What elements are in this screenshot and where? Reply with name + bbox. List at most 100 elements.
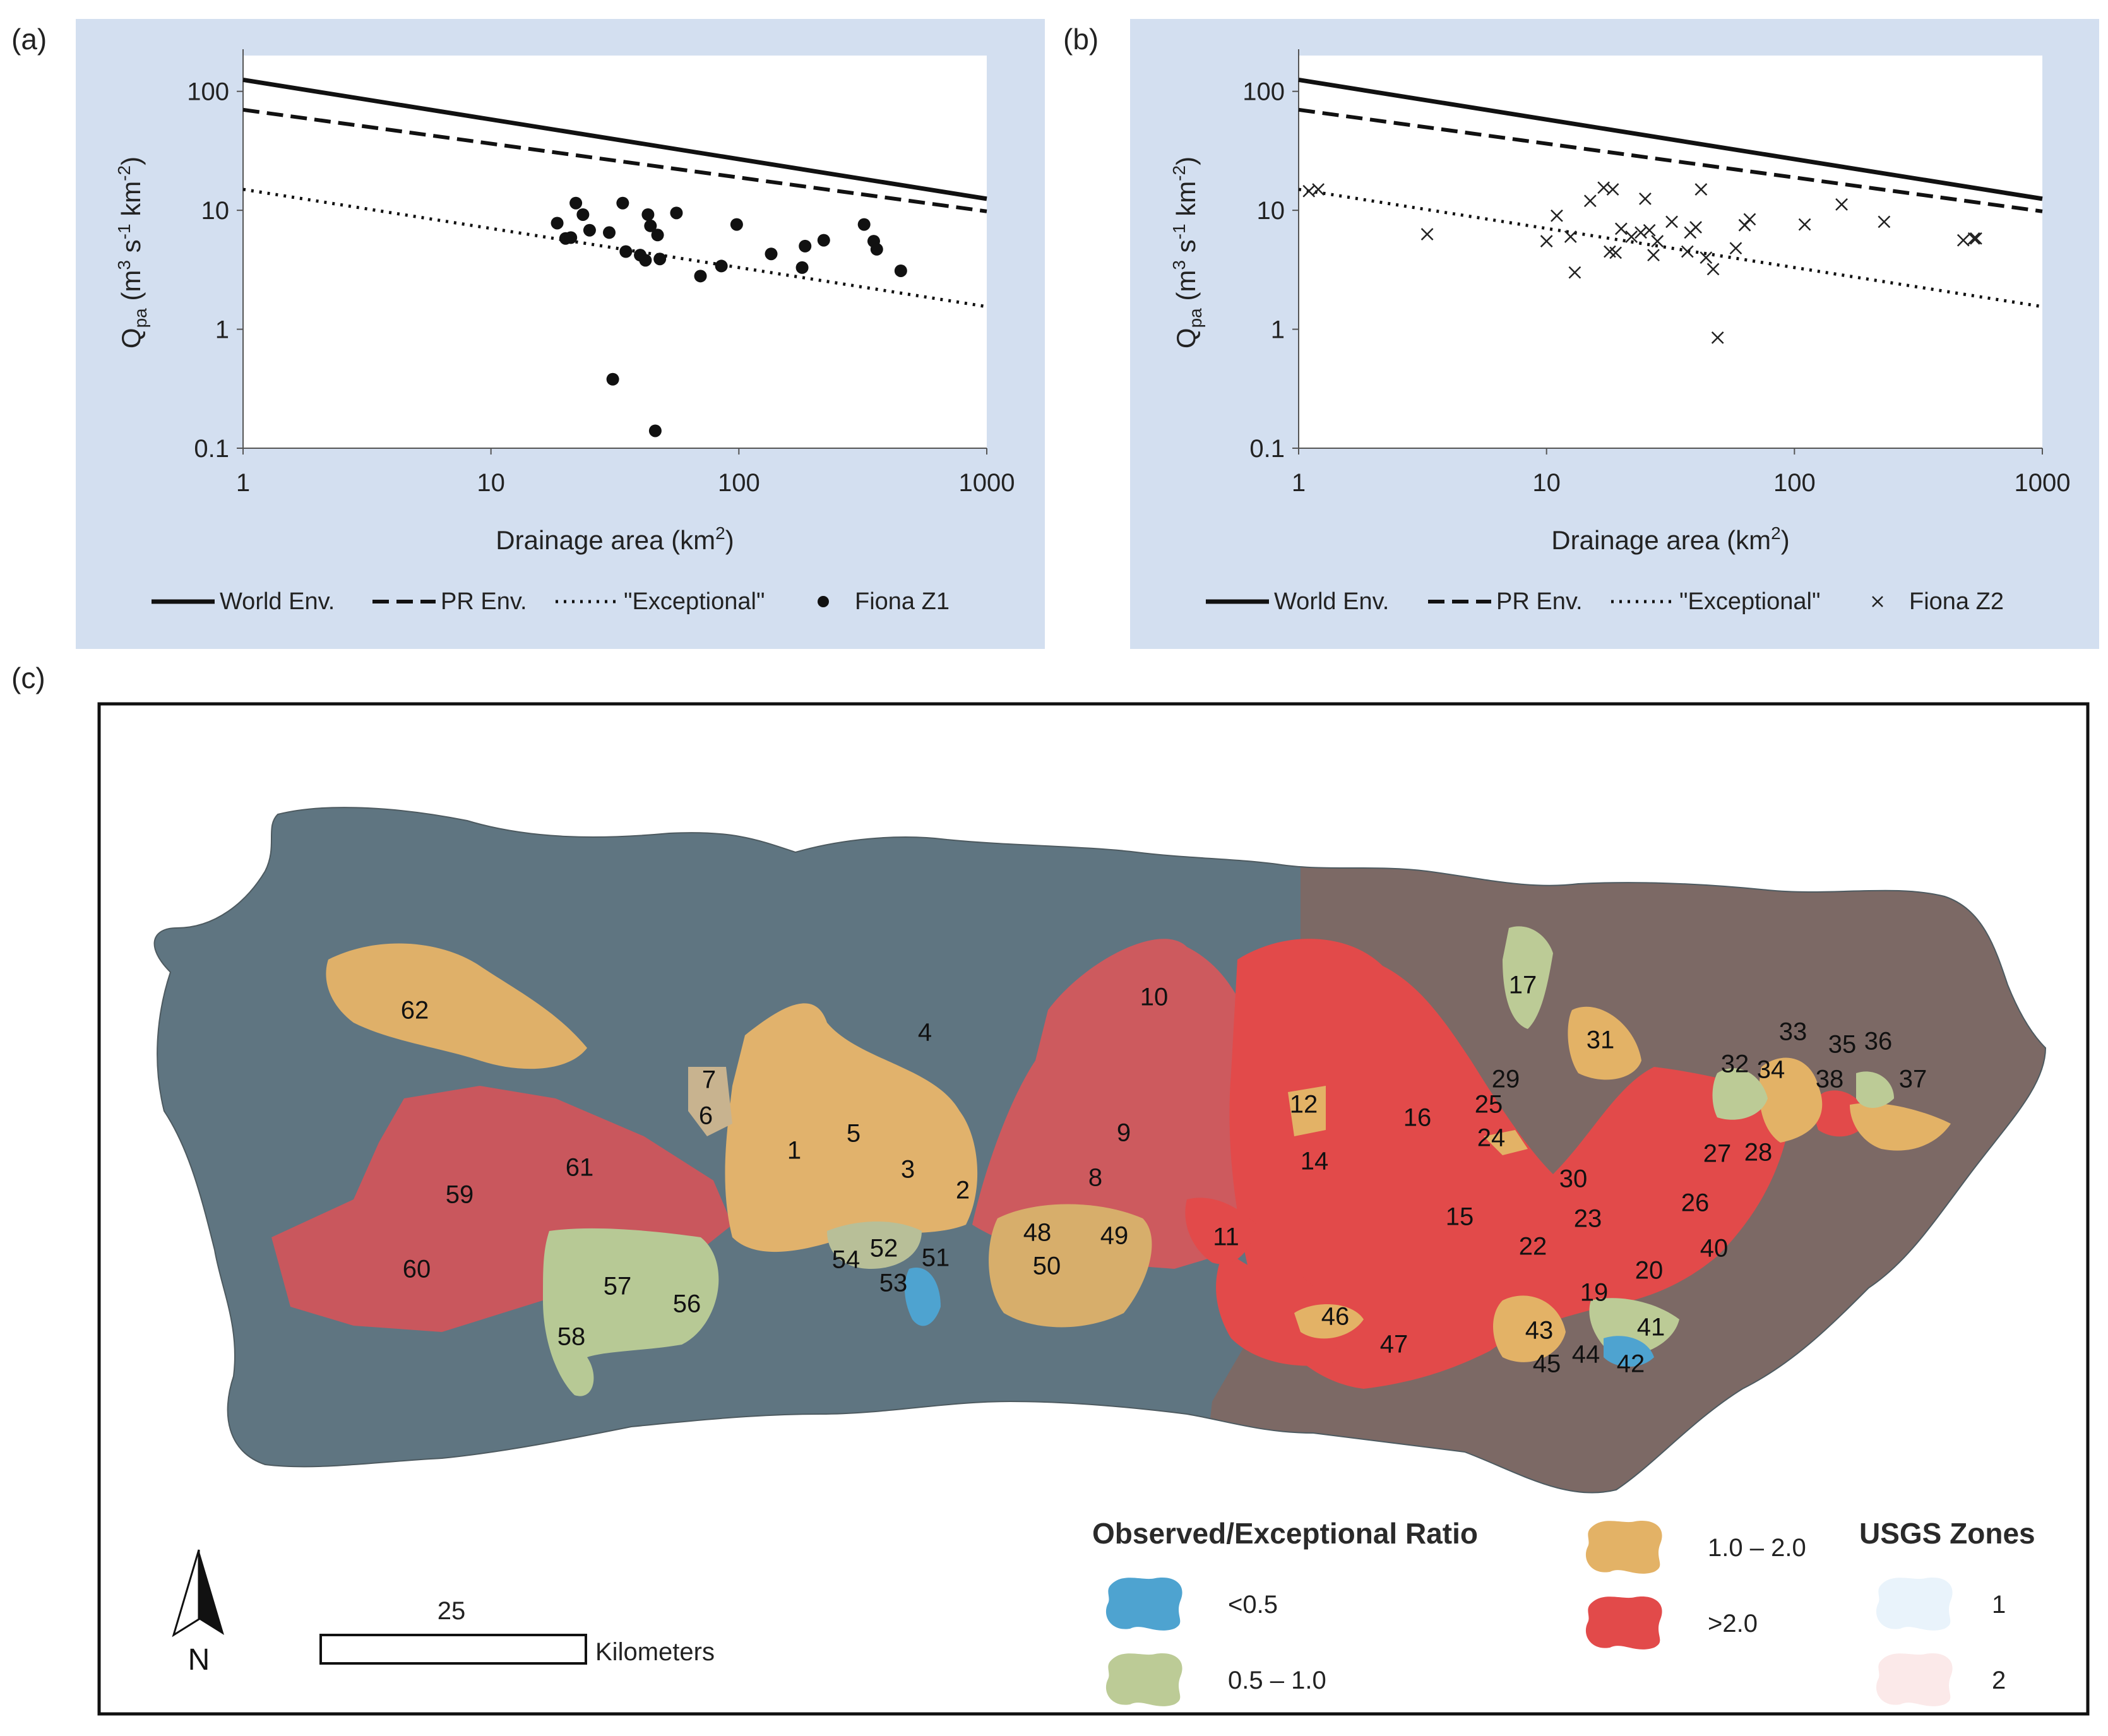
basin-label-3: 3 [901,1156,915,1184]
legend-item: Fiona Z2 [1872,588,2004,615]
basin-label-59: 59 [446,1181,474,1209]
data-point [1540,235,1553,247]
legend-item: World Env. [1206,588,1389,615]
x-tick-label: 1000 [2015,469,2071,497]
data-point [1647,249,1660,262]
data-point [1694,183,1708,196]
envelope-line [1298,187,2043,309]
data-point [799,239,812,253]
data-point [648,424,662,437]
data-point [651,229,664,242]
y-tick-label: 0.1 [194,435,229,463]
basin-label-57: 57 [604,1273,632,1300]
basin-label-46: 46 [1321,1303,1350,1331]
basin-label-32: 32 [1721,1050,1749,1078]
data-point [1798,218,1811,231]
x-tick-label: 1000 [959,469,1015,497]
legend-zones-title: USGS Zones [1859,1517,2035,1550]
basin-label-61: 61 [566,1154,594,1182]
x-tick-label: 10 [477,469,505,497]
basin-6-7-shape [688,1067,732,1136]
north-arrow-right [199,1550,224,1635]
envelope-line [1298,78,2043,201]
data-point [1609,246,1623,259]
chart-a-axes [242,49,987,449]
chart-b-axes [1298,49,2042,449]
data-point [1643,223,1656,237]
basin-label-60: 60 [403,1256,431,1283]
basin-52-54-shape [827,1222,922,1269]
data-point [694,270,707,283]
legend-label-10-20: 1.0 – 2.0 [1708,1534,1806,1562]
legend-swatch-10-20 [1585,1521,1662,1574]
legend-item: "Exceptional" [556,588,765,615]
legend-label: PR Env. [1496,588,1583,615]
north-label: N [188,1643,210,1677]
data-point [670,206,683,220]
legend-label: Fiona Z1 [855,588,950,615]
data-point [715,259,728,273]
y-tick-label: 10 [201,197,230,225]
legend-label-zone1: 1 [1992,1591,2006,1619]
data-point [730,218,743,231]
chart-a-legend: World Env. PR Env. "Exceptional" Fiona Z1 [152,588,950,615]
legend-label: "Exceptional" [1679,588,1820,615]
basin-label-9: 9 [1117,1119,1131,1147]
legend-label-05-10: 0.5 – 1.0 [1228,1667,1326,1694]
panel-c-letter: (c) [11,662,45,694]
chart-b-xlabel: Drainage area (km2) [1551,523,1789,555]
basin-label-15: 15 [1446,1203,1474,1231]
basin-label-36: 36 [1864,1028,1893,1055]
legend-label-lt05: <0.5 [1228,1591,1278,1619]
legend-swatch-05-10 [1105,1653,1182,1706]
legend-item: World Env. [152,588,335,615]
y-tick-label: 100 [1242,78,1285,106]
data-point [1568,266,1581,279]
basin-62-shape [326,943,587,1069]
legend-label: "Exceptional" [624,588,765,615]
scale-value: 25 [438,1597,466,1625]
panel-a-letter: (a) [11,23,47,56]
data-point [1564,230,1577,243]
data-point [1420,228,1434,241]
basin-label-7: 7 [702,1066,716,1094]
data-point [1729,242,1742,255]
data-point [894,264,907,277]
basin-53-shape [905,1268,941,1326]
data-point [1606,183,1619,196]
basin-12-shape [1288,1086,1326,1136]
data-point [653,253,667,266]
envelope-line [242,78,987,201]
basin-label-10: 10 [1140,984,1169,1011]
basin-label-50: 50 [1033,1252,1061,1280]
data-point [1625,230,1638,243]
chart-b-envelope-lines [1298,78,2043,309]
legend-label-zone2: 2 [1992,1667,2006,1694]
map-legend: Observed/Exceptional Ratio <0.5 0.5 – 1.… [1092,1517,2035,1706]
basin-label-19: 19 [1580,1279,1609,1307]
legend-swatch-zone2 [1876,1653,1953,1706]
basin-label-30: 30 [1559,1165,1588,1193]
scale-bar: 25 Kilometers [319,1597,715,1666]
legend-label: Fiona Z2 [1909,588,2004,615]
basin-region-west-red [271,1086,732,1332]
data-point [576,208,590,221]
chart-b-legend: World Env. PR Env. "Exceptional" Fiona Z2 [1206,588,2004,615]
basin-label-54: 54 [832,1246,860,1274]
legend-swatch-zone1 [1876,1578,1953,1631]
basin-label-33: 33 [1779,1018,1807,1046]
basin-label-43: 43 [1525,1317,1554,1345]
chart-a-points [551,196,907,437]
basin-label-41: 41 [1637,1314,1665,1341]
x-tick-label: 100 [1773,469,1816,497]
x-tick-label: 100 [718,469,760,497]
basin-region-1-5 [725,1003,978,1252]
legend-item: "Exceptional" [1611,588,1820,615]
basin-label-26: 26 [1681,1189,1710,1217]
basin-label-22: 22 [1519,1233,1547,1261]
basin-37-shape [1850,1103,1951,1151]
basin-label-40: 40 [1700,1235,1729,1263]
